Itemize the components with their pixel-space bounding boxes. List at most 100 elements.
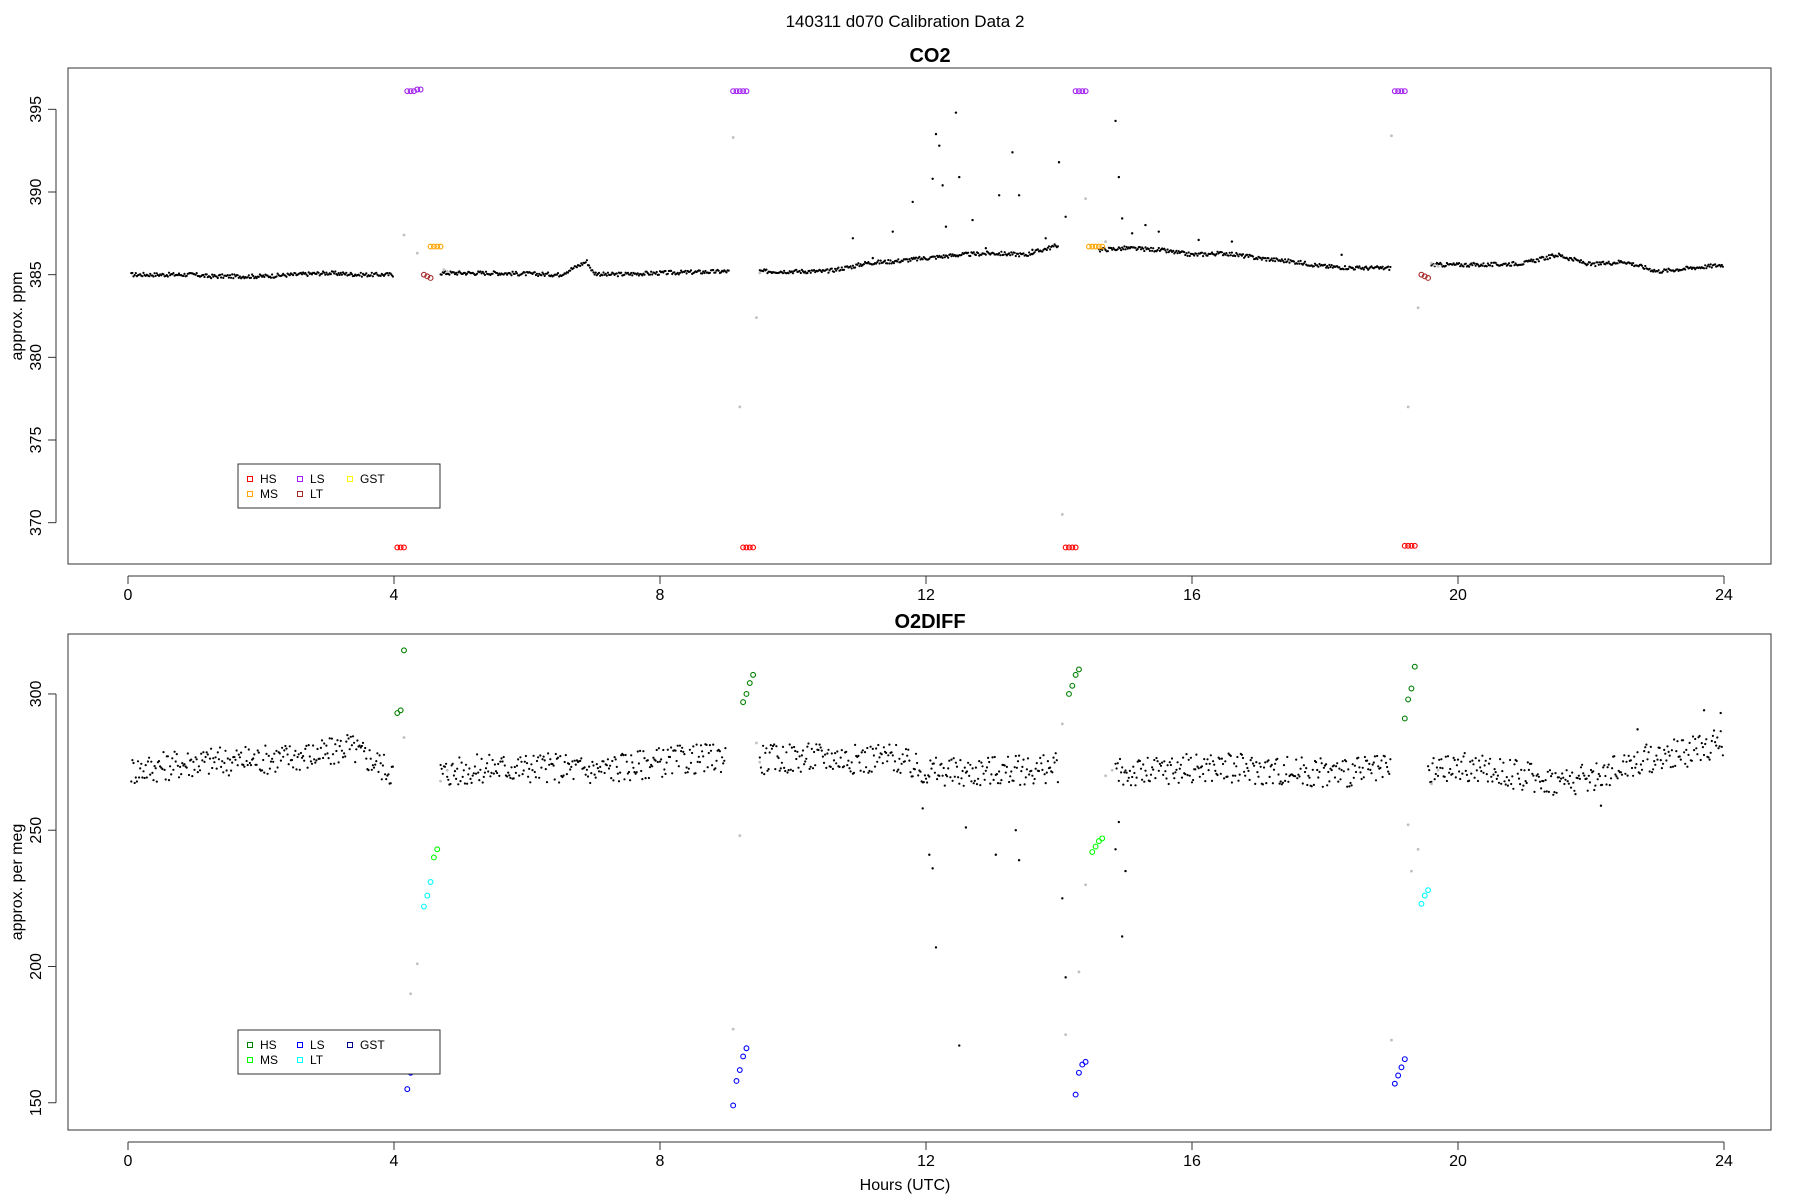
o2diff-transition-point (755, 741, 758, 745)
o2diff-trace-point (807, 742, 810, 745)
o2diff-trace-point (543, 759, 546, 762)
o2diff-legend-ms-marker (247, 1057, 253, 1063)
o2diff-trace-point (275, 749, 278, 753)
o2diff-y-tick-label: 250 (28, 817, 45, 844)
o2diff-trace-point (1690, 759, 1693, 762)
o2diff-trace-point (190, 758, 193, 761)
co2-trace-point (907, 260, 910, 263)
co2-trace-point (1567, 259, 1570, 262)
o2diff-trace-point (1573, 789, 1576, 792)
o2diff-trace-point (470, 781, 473, 785)
o2diff-trace-point (1279, 780, 1282, 783)
o2diff-trace-point (1043, 773, 1046, 776)
co2-trace-point (476, 272, 479, 275)
o2diff-trace-point (1040, 762, 1043, 765)
co2-trace-point (969, 254, 972, 258)
o2diff-trace-point (805, 757, 808, 760)
o2diff-trace-point (1606, 766, 1609, 769)
co2-trace-point (266, 274, 269, 277)
co2-trace-point (588, 264, 591, 267)
o2diff-trace-point (1018, 754, 1021, 757)
o2diff-trace-point (1428, 769, 1431, 772)
o2diff-trace-point (177, 776, 181, 779)
o2diff-trace-point (780, 761, 784, 764)
co2-trace-point (483, 273, 486, 276)
o2diff-trace-point (378, 754, 381, 757)
co2-trace-point (783, 269, 786, 272)
o2diff-trace-point (1368, 762, 1371, 766)
o2diff-trace-point (671, 772, 674, 775)
o2diff-trace-point (1151, 766, 1154, 769)
co2-trace-point (371, 275, 374, 278)
o2diff-trace-point (623, 778, 626, 781)
co2-trace-point (908, 258, 911, 261)
o2diff-trace-point (1648, 770, 1651, 773)
o2diff-trace-point (824, 753, 827, 756)
o2diff-trace-point (1563, 782, 1566, 786)
o2diff-trace-point (1719, 730, 1722, 733)
o2diff-trace-point (1185, 753, 1188, 756)
o2diff-trace-point (1326, 784, 1329, 787)
o2diff-trace-point (1366, 759, 1369, 762)
o2diff-trace-point (1695, 747, 1698, 750)
o2diff-trace-point (1023, 783, 1026, 786)
co2-trace-point (1468, 265, 1471, 268)
o2diff-trace-point (982, 772, 985, 775)
o2diff-trace-point (1470, 772, 1473, 775)
co2-trace-point (854, 266, 857, 269)
o2diff-trace-point (687, 767, 690, 770)
o2diff-trace-point (799, 770, 802, 773)
co2-trace-point (631, 274, 634, 277)
o2diff-trace-point (1157, 769, 1160, 772)
o2diff-trace-point (547, 752, 550, 755)
o2diff-trace-point (1578, 777, 1581, 781)
o2diff-ms-point (1099, 835, 1106, 842)
co2-trace-point (585, 259, 589, 262)
co2-trace-point (195, 272, 198, 275)
co2-trace-point (714, 271, 717, 274)
o2diff-trace-point (225, 769, 228, 772)
o2diff-transition-point (1436, 768, 1440, 772)
o2diff-trace-point (1197, 767, 1200, 770)
co2-legend-box (237, 463, 441, 509)
co2-trace-point (1009, 254, 1012, 257)
co2-trace-point (1246, 253, 1249, 256)
co2-trace-point (1013, 251, 1016, 254)
o2diff-trace-point (769, 744, 772, 747)
o2diff-trace-point (1627, 754, 1630, 758)
o2diff-trace-point (1493, 768, 1496, 771)
o2diff-trace-point (1299, 767, 1302, 770)
co2-trace-point (1569, 257, 1573, 260)
o2diff-trace-point (1536, 773, 1539, 776)
co2-trace-point (1640, 264, 1644, 267)
co2-trace-point (592, 271, 595, 274)
o2diff-trace-point (307, 744, 310, 747)
o2diff-trace-point (1603, 764, 1606, 767)
o2diff-trace-point (1187, 758, 1190, 761)
o2diff-trace-point (764, 751, 767, 755)
o2diff-trace-point (186, 752, 189, 755)
co2-trace-point (886, 262, 889, 265)
o2diff-trace-point (885, 751, 888, 755)
o2diff-trace-point (1374, 779, 1378, 782)
o2diff-trace-point (788, 743, 791, 746)
co2-trace-point (1504, 262, 1507, 265)
o2diff-trace-point (1192, 778, 1195, 782)
o2diff-trace-point (572, 777, 575, 781)
o2diff-trace-point (829, 765, 832, 769)
co2-trace-point (300, 273, 304, 276)
o2diff-trace-point (1530, 762, 1533, 765)
co2-ms-point (1095, 243, 1102, 250)
o2diff-trace-point (1427, 765, 1430, 768)
o2diff-trace-point (907, 748, 910, 751)
co2-trace-point (1606, 262, 1609, 265)
o2diff-ls-point (1398, 1064, 1405, 1071)
o2diff-trace-point (1611, 767, 1614, 770)
o2diff-trace-point (337, 761, 340, 764)
o2diff-trace-point (1190, 781, 1194, 784)
o2diff-trace-point (1472, 763, 1475, 766)
co2-trace-point (1033, 251, 1036, 254)
o2diff-trace-point (1303, 770, 1307, 774)
o2diff-trace-point (827, 748, 830, 751)
o2diff-trace-point (1176, 761, 1179, 764)
